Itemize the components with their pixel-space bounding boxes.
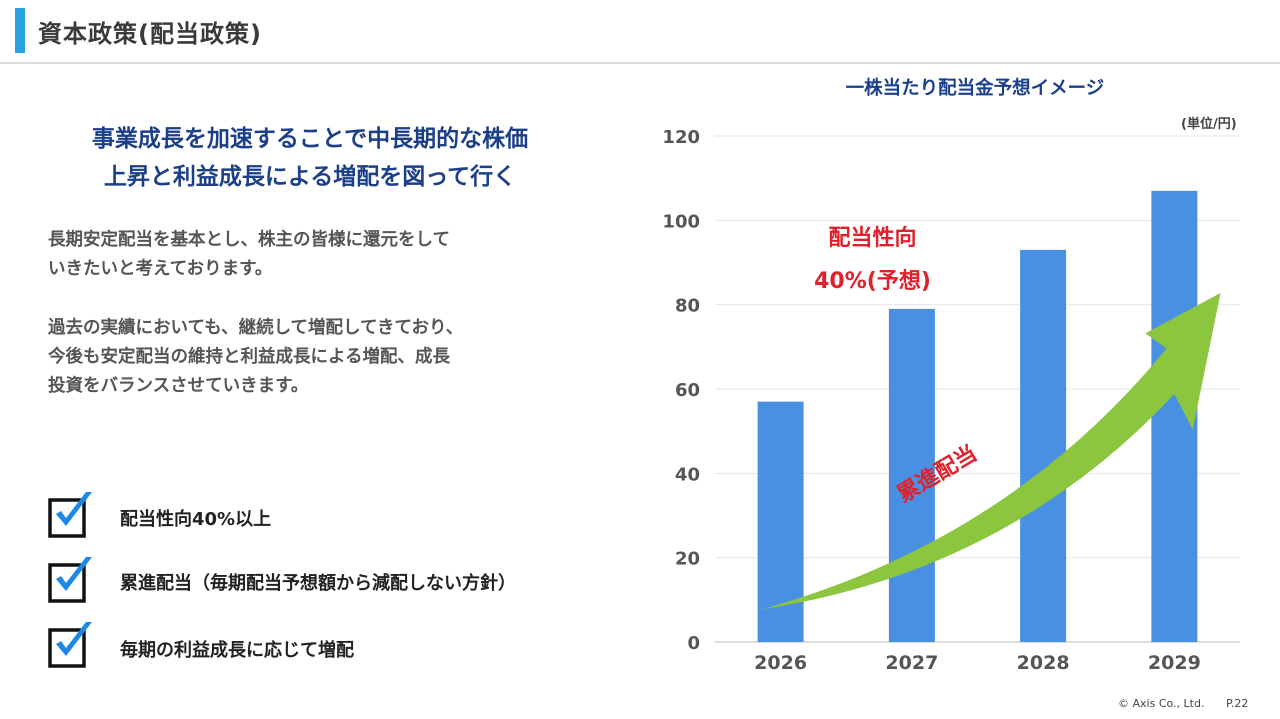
bar-2028 <box>1020 249 1067 642</box>
headline-line-1: 事業成長を加速することで中長期的な株価 <box>91 126 529 152</box>
slide-header: 資本政策(配当政策) <box>0 0 1280 64</box>
paragraph-line: 過去の実績においても、継続して増配してきており、 <box>48 318 464 338</box>
paragraph-line: 今後も安定配当の維持と利益成長による増配、成長 <box>48 347 450 367</box>
checklist-item-label: 配当性向40%以上 <box>120 509 272 530</box>
y-tick-label: 120 <box>662 127 700 148</box>
paragraph-line: 投資をバランスさせていきます。 <box>48 376 309 396</box>
headline-line-2: 上昇と利益成長による増配を図って行く <box>103 164 517 190</box>
footer-copyright: © Axis Co., Ltd. <box>1118 697 1205 710</box>
x-tick-label: 2029 <box>1148 652 1201 674</box>
y-tick-label: 80 <box>675 296 700 317</box>
header-accent-bar <box>15 8 25 53</box>
checkbox-checked-icon <box>48 557 92 603</box>
paragraph-line: いきたいと考えております。 <box>48 259 273 279</box>
payout-annotation-line-1: 配当性向 <box>828 225 916 251</box>
checklist-item-label: 毎期の利益成長に応じて増配 <box>120 640 354 661</box>
checklist-item-label: 累進配当（毎期配当予想額から減配しない方針） <box>120 573 516 594</box>
policy-paragraph-1: 長期安定配当を基本とし、株主の皆様に還元をして いきたいと考えております。 <box>48 226 588 284</box>
y-tick-label: 20 <box>675 549 700 570</box>
paragraph-line: 長期安定配当を基本とし、株主の皆様に還元をして <box>48 230 450 250</box>
payout-annotation-line-2: 40%(予想) <box>814 269 931 294</box>
y-tick-label: 100 <box>662 211 700 232</box>
header-divider <box>0 62 1280 64</box>
footer-page-number: P.22 <box>1226 697 1249 710</box>
checkbox-checked-icon <box>48 622 92 668</box>
y-tick-label: 40 <box>675 464 700 485</box>
page-title: 資本政策(配当政策) <box>38 20 262 48</box>
chart-title: 一株当たり配当金予想イメージ <box>845 78 1105 99</box>
growth-arrow-icon <box>762 292 1221 610</box>
headline: 事業成長を加速することで中長期的な株価 上昇と利益成長による増配を図って行く <box>30 120 590 196</box>
chart-unit-label: (単位/円) <box>1181 117 1237 132</box>
policy-paragraph-2: 過去の実績においても、継続して増配してきており、 今後も安定配当の維持と利益成長… <box>48 314 588 401</box>
bar-2027 <box>888 308 935 642</box>
y-tick-label: 60 <box>675 380 700 401</box>
x-tick-label: 2026 <box>754 652 807 674</box>
y-tick-label: 0 <box>687 633 700 654</box>
x-tick-label: 2027 <box>885 652 938 674</box>
x-tick-label: 2028 <box>1017 652 1070 674</box>
checkbox-checked-icon <box>48 492 92 538</box>
